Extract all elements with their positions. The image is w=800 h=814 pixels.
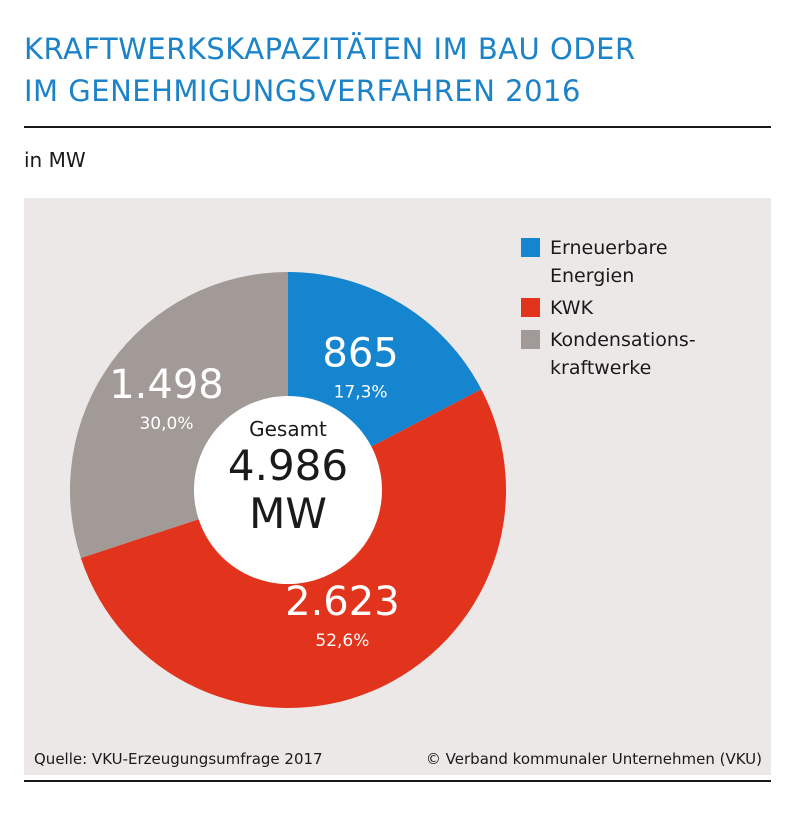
top-divider <box>24 126 771 128</box>
legend-label-1: Erneuerbare Energien <box>550 237 668 287</box>
legend-item-2: KWK <box>521 294 740 322</box>
slice-value-label-1: 865 <box>322 330 398 376</box>
chart-title-line-1: KRAFTWERKSKAPAZITÄTEN IM BAU ODER <box>24 32 636 66</box>
donut-chart: Gesamt 4.986 MW 865 17,3% 2.623 52,6% 1.498 3… <box>70 272 507 709</box>
copyright-note: © Verband kommunaler Unternehmen (VKU) <box>425 750 762 768</box>
donut-center-hole <box>194 396 382 584</box>
center-total-value: 4.986 <box>228 441 348 490</box>
slice-percent-label-2: 52,6% <box>315 631 369 651</box>
legend: Erneuerbare Energien KWK Kondensations­kra… <box>521 234 740 386</box>
legend-swatch-1 <box>521 238 540 257</box>
unit-label: in MW <box>24 148 86 172</box>
slice-value-label-3: 1.498 <box>109 362 224 408</box>
legend-label-2: KWK <box>550 297 594 319</box>
legend-item-1: Erneuerbare Energien <box>521 234 740 290</box>
legend-swatch-2 <box>521 298 540 317</box>
legend-item-3: Kondensations­kraftwerke <box>521 326 740 382</box>
chart-title: KRAFTWERKSKAPAZITÄTEN IM BAU ODER IM GEN… <box>24 28 636 112</box>
slice-value-label-2: 2.623 <box>285 579 400 625</box>
slice-percent-label-1: 17,3% <box>334 382 388 402</box>
legend-label-3: Kondensations­kraftwerke <box>550 329 696 379</box>
center-total-label: Gesamt <box>249 417 327 441</box>
slice-labels: 865 17,3% 2.623 52,6% 1.498 30,0% <box>109 330 399 651</box>
legend-swatch-3 <box>521 330 540 349</box>
center-total-unit: MW <box>249 489 327 538</box>
slice-percent-label-3: 30,0% <box>139 414 193 434</box>
chart-title-line-2: IM GENEHMIGUNGSVERFAHREN 2016 <box>24 74 581 108</box>
bottom-divider <box>24 780 771 782</box>
source-note: Quelle: VKU-Erzeugungsumfrage 2017 <box>34 750 323 768</box>
